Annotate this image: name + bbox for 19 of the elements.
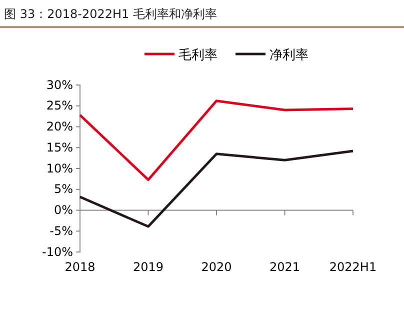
y-tick-label: -10% <box>42 244 73 259</box>
y-tick-label: 30% <box>46 78 73 92</box>
y-tick-label: 25% <box>46 98 73 113</box>
line-series <box>78 150 354 228</box>
x-tick-label: 2018 <box>64 260 96 274</box>
legend-label: 毛利率 <box>178 47 218 63</box>
x-tick-label: 2020 <box>201 260 232 274</box>
legend-label: 净利率 <box>270 47 308 63</box>
y-tick-label: -5% <box>50 224 73 238</box>
y-tick-label: 0% <box>54 203 73 218</box>
x-tick-label: 2021 <box>269 260 300 274</box>
chart-title: 图 33：2018-2022H1 毛利率和净利率 <box>4 7 217 21</box>
x-tick-label: 2019 <box>132 260 164 274</box>
line-series <box>78 100 354 182</box>
y-tick-label: 20% <box>46 120 73 134</box>
y-tick-label: 10% <box>46 161 73 176</box>
x-tick-label: 2022H1 <box>329 260 377 274</box>
y-tick-label: 5% <box>54 182 73 196</box>
y-tick-label: 15% <box>46 140 73 154</box>
